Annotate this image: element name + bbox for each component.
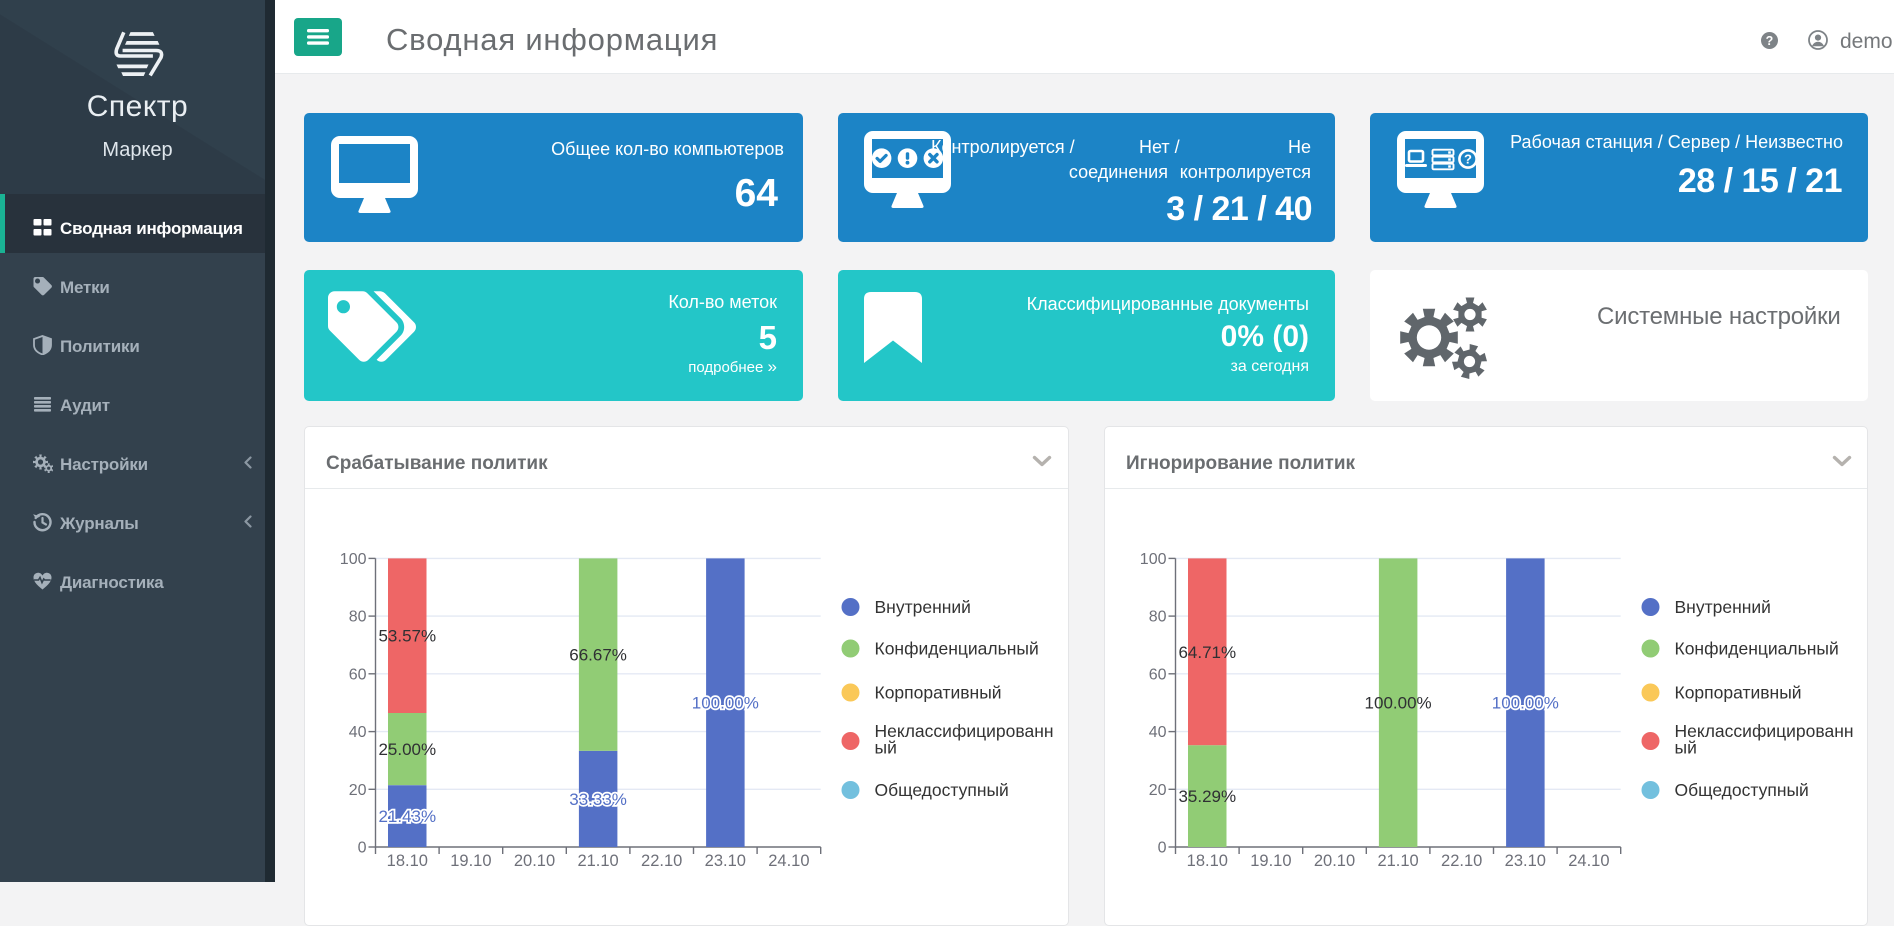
svg-text:25.00%: 25.00%	[378, 740, 436, 759]
svg-text:40: 40	[1149, 724, 1167, 741]
svg-text:40: 40	[349, 724, 367, 741]
svg-text:33.33%: 33.33%	[569, 790, 627, 809]
svg-text:24.10: 24.10	[768, 852, 809, 870]
svg-text:20: 20	[1149, 782, 1167, 799]
svg-text:20: 20	[349, 782, 367, 799]
svg-text:60: 60	[1149, 666, 1167, 683]
svg-text:23.10: 23.10	[705, 852, 746, 870]
svg-text:Общедоступный: Общедоступный	[1675, 780, 1809, 800]
svg-text:23.10: 23.10	[1505, 852, 1546, 870]
svg-text:0: 0	[358, 840, 367, 857]
svg-text:21.10: 21.10	[1377, 852, 1418, 870]
svg-text:20.10: 20.10	[1314, 852, 1355, 870]
svg-text:19.10: 19.10	[1250, 852, 1291, 870]
svg-text:22.10: 22.10	[1441, 852, 1482, 870]
svg-text:18.10: 18.10	[1187, 852, 1228, 870]
svg-text:Неклассифицированн: Неклассифицированн	[875, 721, 1054, 741]
svg-text:Внутренний: Внутренний	[1675, 597, 1771, 617]
svg-text:Корпоративный: Корпоративный	[1675, 683, 1802, 703]
svg-text:Общедоступный: Общедоступный	[875, 780, 1009, 800]
svg-text:19.10: 19.10	[450, 852, 491, 870]
svg-text:Конфиденциальный: Конфиденциальный	[1675, 639, 1839, 659]
svg-text:18.10: 18.10	[387, 852, 428, 870]
svg-text:24.10: 24.10	[1568, 852, 1609, 870]
svg-text:Игнорирование политик: Игнорирование политик	[1126, 453, 1355, 474]
svg-text:60: 60	[349, 666, 367, 683]
svg-text:35.29%: 35.29%	[1178, 787, 1236, 806]
svg-text:80: 80	[349, 609, 367, 626]
svg-text:22.10: 22.10	[641, 852, 682, 870]
svg-text:80: 80	[1149, 609, 1167, 626]
svg-text:100.00%: 100.00%	[1365, 694, 1432, 713]
svg-text:64.71%: 64.71%	[1178, 643, 1236, 662]
svg-text:Корпоративный: Корпоративный	[875, 683, 1002, 703]
svg-text:0: 0	[1158, 840, 1167, 857]
svg-text:100: 100	[340, 551, 367, 568]
svg-text:53.57%: 53.57%	[378, 627, 436, 646]
svg-text:21.10: 21.10	[577, 852, 618, 870]
svg-text:ый: ый	[875, 738, 897, 758]
svg-text:Конфиденциальный: Конфиденциальный	[875, 639, 1039, 659]
svg-text:Неклассифицированн: Неклассифицированн	[1675, 721, 1854, 741]
svg-text:21.43%: 21.43%	[378, 807, 436, 826]
svg-text:20.10: 20.10	[514, 852, 555, 870]
svg-text:100.00%: 100.00%	[1492, 694, 1559, 713]
svg-text:?: ?	[1766, 34, 1774, 48]
svg-text:ый: ый	[1675, 738, 1697, 758]
svg-text:Срабатывание политик: Срабатывание политик	[326, 453, 548, 474]
svg-text:100.00%: 100.00%	[692, 694, 759, 713]
svg-text:?: ?	[1464, 151, 1472, 166]
svg-text:66.67%: 66.67%	[569, 646, 627, 665]
svg-text:100: 100	[1140, 551, 1167, 568]
svg-text:Внутренний: Внутренний	[875, 597, 971, 617]
